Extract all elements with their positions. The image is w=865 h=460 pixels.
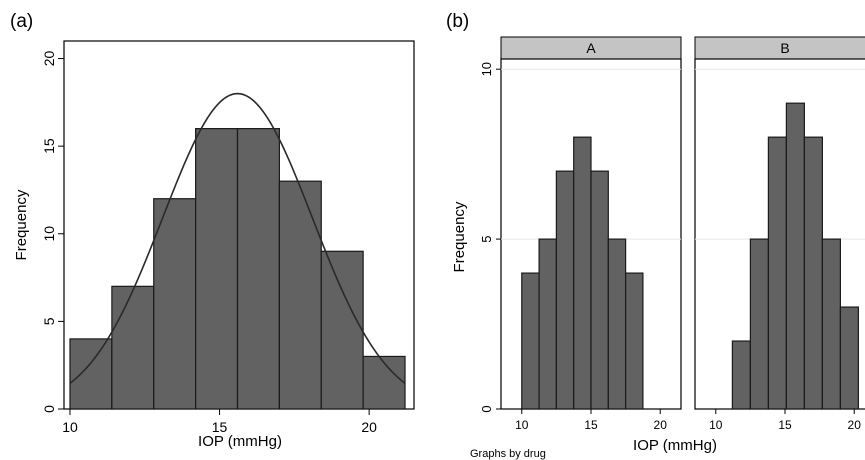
y-tick-label: 20	[41, 51, 57, 67]
facet-b-strip-label: B	[780, 40, 789, 56]
histogram-bar-1	[69, 338, 113, 410]
y-tick-label: 0	[41, 405, 57, 413]
panel-a: (a) 0 5 10 15 20 10 15 20 IOP (mmHg) Frequency	[10, 11, 415, 450]
y-tick-label: 15	[41, 138, 57, 154]
panel-b-y-axis: 0 5 10	[479, 62, 501, 413]
y-tick-label: 5	[479, 235, 494, 242]
x-tick-label: 15	[778, 418, 792, 432]
facet-b-bar-3	[767, 136, 787, 410]
x-tick-label: 10	[709, 418, 723, 432]
x-tick-label: 20	[848, 418, 862, 432]
histogram-bar-7	[320, 250, 364, 410]
facet-a-bar-5	[590, 170, 609, 410]
facet-a-bar-2	[538, 238, 557, 410]
facet-note: Graphs by drug	[470, 448, 546, 460]
facet-a: A 10 15 20	[500, 36, 682, 432]
histogram-bar-5	[236, 128, 280, 410]
facet-b-bar-7	[839, 306, 859, 410]
panel-b-y-axis-label: Frequency	[451, 201, 468, 272]
panel-b-x-axis-label: IOP (mmHg)	[633, 437, 717, 454]
panel-a-normal-curve	[69, 92, 406, 384]
facet-a-bar-6	[607, 238, 627, 410]
panel-b: (b) 0 5 10 A 10 15 20 B 10 15 20 Graphs by dru…	[446, 11, 865, 460]
facet-a-bar-7	[625, 272, 644, 410]
x-tick-label: 20	[361, 419, 377, 435]
x-tick-label: 10	[515, 418, 529, 432]
panel-a-y-axis-label: Frequency	[13, 189, 30, 260]
facet-b-bars	[731, 102, 859, 410]
panel-a-x-axis: 10 15 20	[62, 409, 377, 435]
facet-a-x-axis: 10 15 20	[515, 409, 667, 432]
x-tick-label: 15	[212, 419, 228, 435]
x-tick-label: 20	[654, 418, 668, 432]
facet-b-x-axis: 10 15 20	[709, 409, 861, 432]
facet-b: B 10 15 20	[694, 36, 865, 432]
y-tick-label: 10	[41, 226, 57, 242]
facet-a-bar-3	[555, 170, 575, 410]
histogram-bar-2	[111, 285, 155, 410]
facet-a-bar-4	[573, 136, 592, 410]
histogram-bar-4	[195, 128, 239, 410]
y-tick-label: 0	[479, 405, 494, 412]
facet-a-strip-label: A	[586, 40, 596, 56]
panel-a-x-axis-label: IOP (mmHg)	[198, 433, 282, 450]
y-tick-label: 10	[479, 62, 494, 76]
panel-a-label: (a)	[10, 11, 33, 32]
facet-a-bars	[521, 136, 644, 410]
facet-b-bar-1	[731, 340, 751, 410]
histogram-bar-8	[362, 355, 406, 410]
facet-b-bar-5	[803, 136, 823, 410]
facet-a-bar-1	[521, 272, 540, 410]
y-tick-label: 5	[41, 317, 57, 325]
histogram-bar-3	[153, 198, 197, 410]
panel-b-label: (b)	[446, 11, 469, 32]
x-tick-label: 15	[584, 418, 598, 432]
facet-b-bar-4	[785, 102, 805, 410]
histogram-bar-6	[278, 180, 322, 410]
panel-a-bars	[69, 128, 406, 410]
panel-a-y-axis: 0 5 10 15 20	[41, 51, 64, 413]
facet-b-bar-2	[749, 238, 769, 410]
x-tick-label: 10	[62, 419, 78, 435]
facet-b-bar-6	[821, 238, 841, 410]
